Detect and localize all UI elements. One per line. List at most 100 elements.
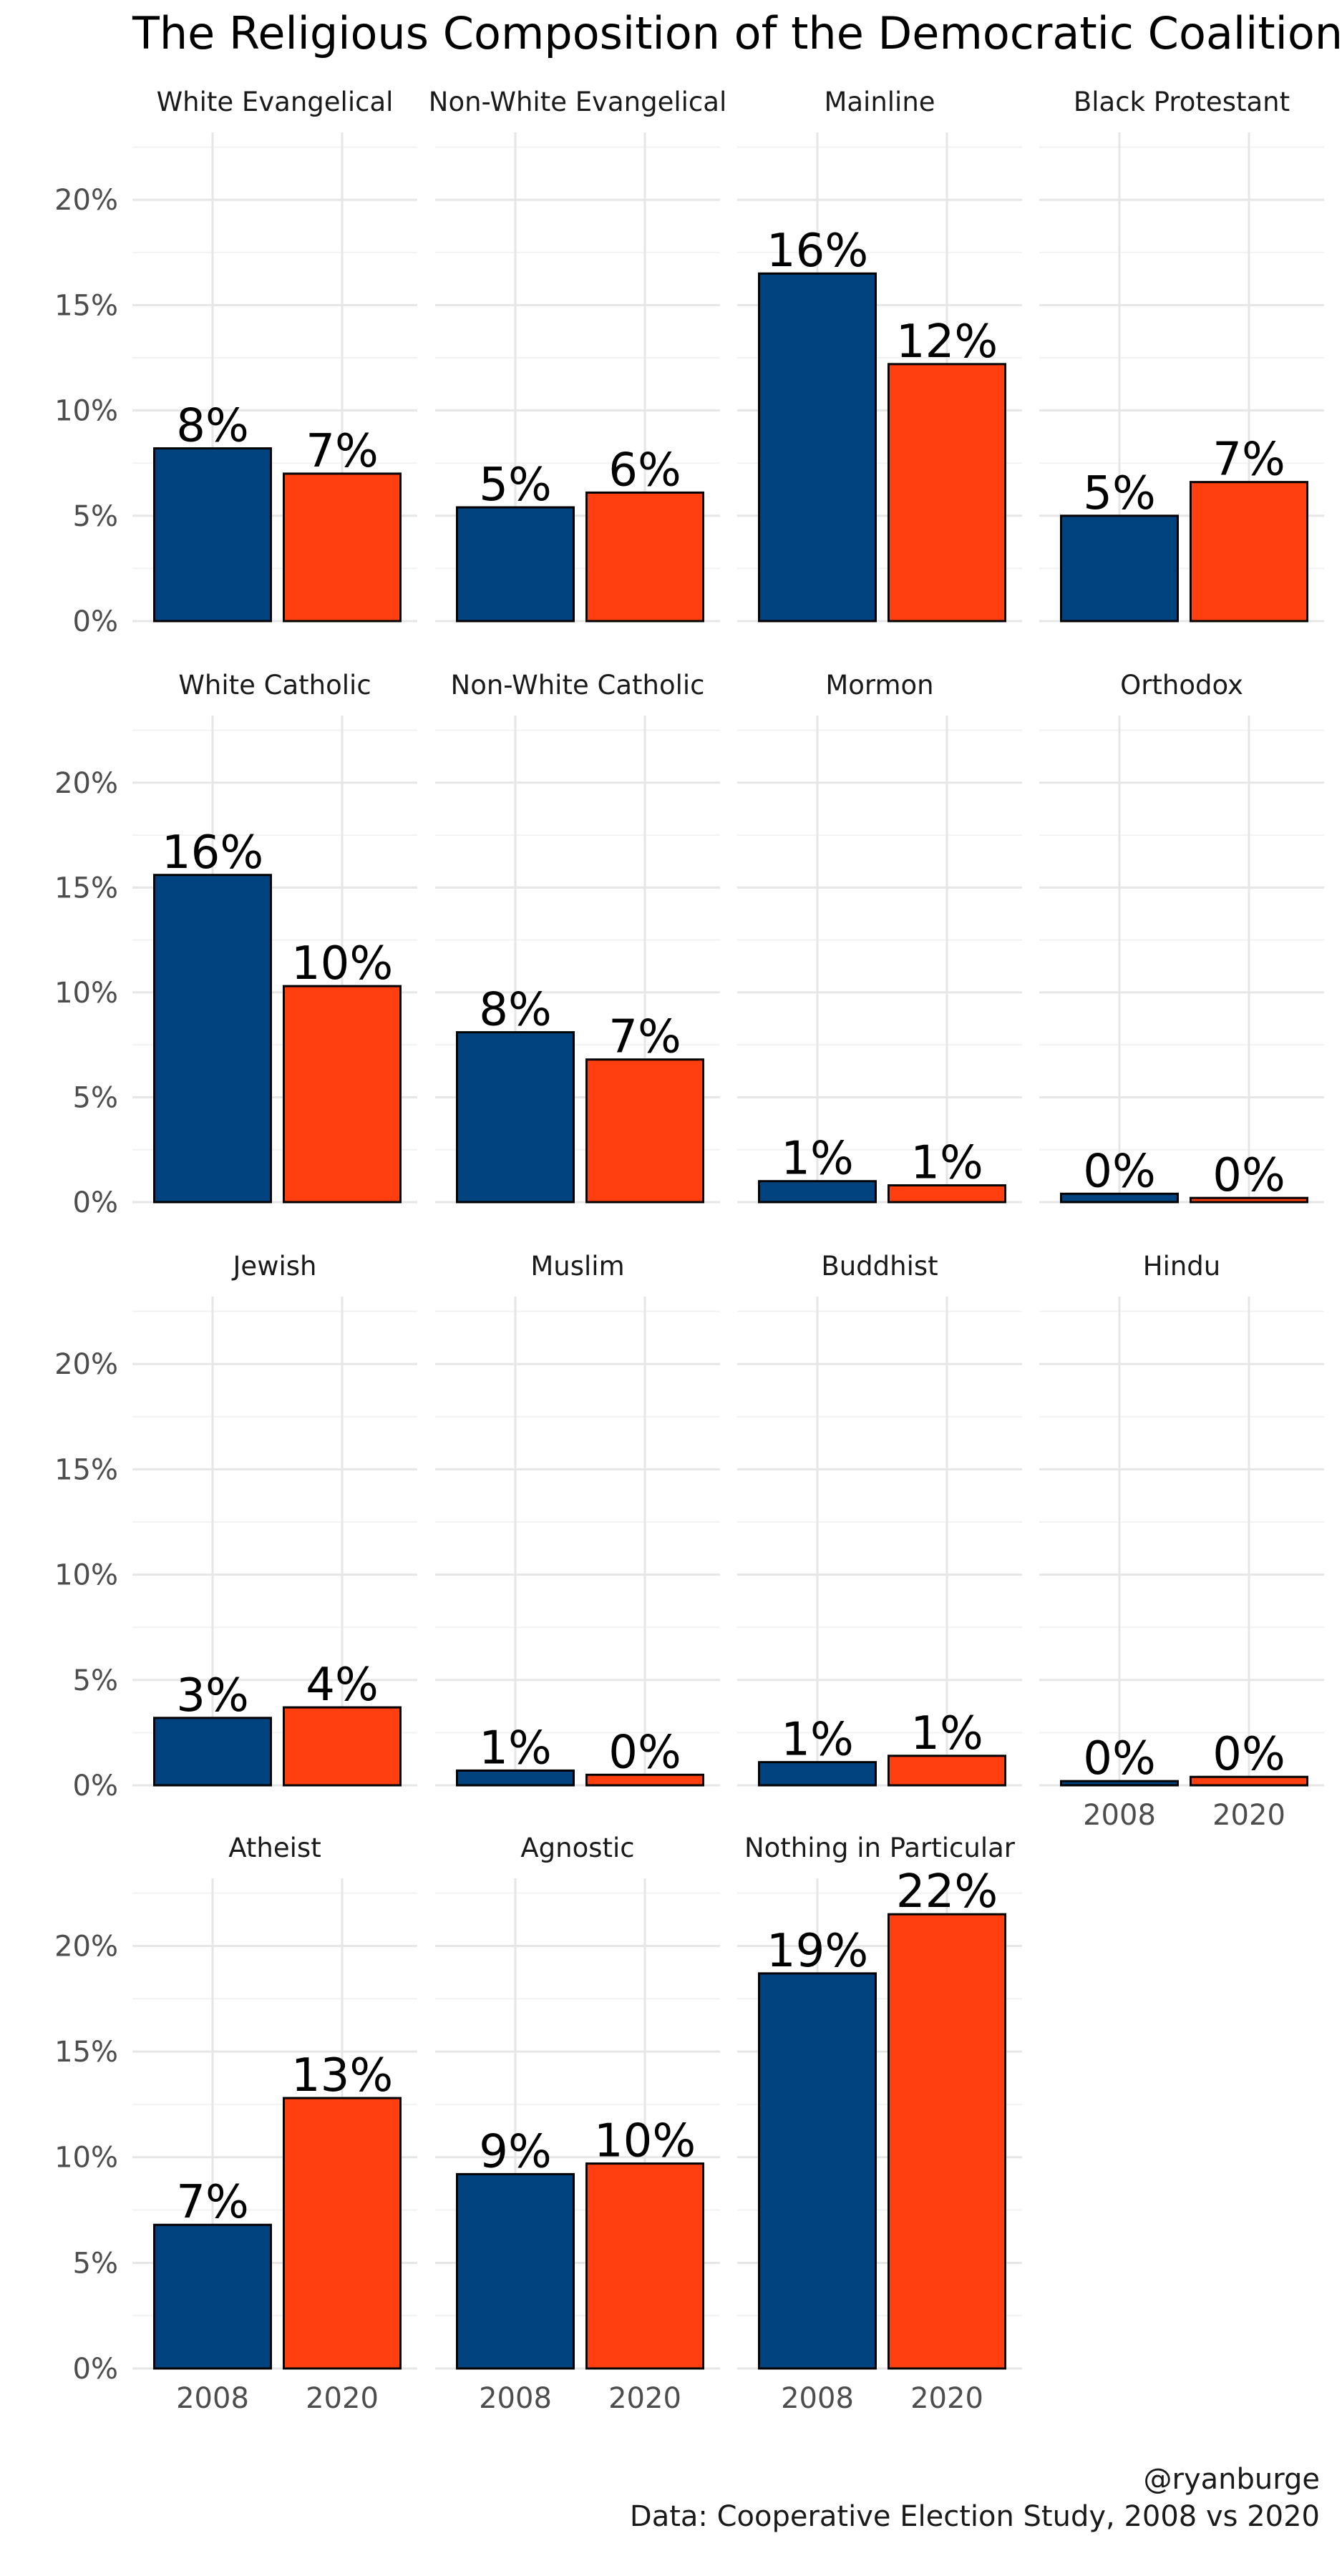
y-tick-label: 10% (54, 977, 118, 1010)
facet-title-hindu: Hindu (1143, 1251, 1221, 1282)
data-label-nothing-in-particular-2020: 22% (896, 1865, 998, 1918)
data-label-hindu-2020: 0% (1212, 1728, 1285, 1781)
y-tick-label: 20% (54, 184, 118, 217)
data-label-agnostic-2020: 10% (594, 2115, 696, 2168)
facet-title-mormon: Mormon (825, 670, 933, 701)
y-tick-label: 0% (73, 605, 118, 638)
panel-grid-mormon (737, 716, 1022, 1204)
y-axis-row-4: 0% 5% 10% 15% 20% (54, 1930, 118, 2386)
bar-mormon-2008 (758, 1180, 877, 1204)
facet-title-nothing-in-particular: Nothing in Particular (744, 1833, 1016, 1863)
data-label-black-protestant-2008: 5% (1083, 467, 1156, 520)
data-label-mainline-2020: 12% (896, 316, 998, 369)
data-label-nothing-in-particular-2008: 19% (767, 1925, 868, 1978)
bar-non-white-evangelical-2020 (585, 491, 704, 623)
y-axis-row-3: 0% 5% 10% 15% 20% (54, 1348, 118, 1802)
bar-hindu-2020 (1190, 1775, 1308, 1787)
data-labels-layer: 8% 7% 5% 6% 16% 12% 5% 7% 16% 10% 8% 7% 1% 1% 0% 0% 3% 4%… (162, 225, 1285, 2229)
y-tick-label: 5% (73, 1081, 118, 1114)
bar-black-protestant-2020 (1190, 481, 1308, 623)
data-label-agnostic-2008: 9% (479, 2125, 552, 2178)
bar-jewish-2020 (283, 1706, 402, 1787)
data-label-non-white-evangelical-2020: 6% (608, 444, 681, 497)
x-tick-label: 2020 (910, 2382, 983, 2415)
facet-title-white-catholic: White Catholic (178, 670, 371, 701)
x-tick-label: 2008 (479, 2382, 552, 2415)
facet-title-orthodox: Orthodox (1120, 670, 1243, 701)
data-label-non-white-evangelical-2008: 5% (479, 459, 552, 512)
data-label-non-white-catholic-2020: 7% (608, 1011, 681, 1064)
x-tick-label: 2020 (608, 2382, 681, 2415)
data-label-white-catholic-2020: 10% (291, 937, 393, 990)
caption-author: @ryanburge (1144, 2463, 1320, 2496)
bar-buddhist-2020 (888, 1755, 1006, 1787)
data-label-white-evangelical-2008: 8% (176, 400, 249, 453)
bar-atheist-2008 (153, 2223, 272, 2370)
bar-muslim-2008 (456, 1769, 575, 1787)
data-label-mainline-2008: 16% (767, 225, 868, 278)
facet-title-mainline: Mainline (824, 87, 935, 117)
facet-title-white-evangelical: White Evangelical (157, 87, 394, 117)
y-tick-label: 0% (73, 1186, 118, 1219)
facet-title-jewish: Jewish (232, 1251, 317, 1282)
data-label-white-catholic-2008: 16% (162, 826, 263, 879)
data-label-muslim-2008: 1% (479, 1722, 552, 1775)
panel-grid-hindu (1039, 1297, 1324, 1787)
facet-title-muslim: Muslim (530, 1251, 624, 1282)
y-tick-label: 15% (54, 2036, 118, 2069)
y-axis-row-2: 0% 5% 10% 15% 20% (54, 767, 118, 1219)
bar-non-white-catholic-2008 (456, 1031, 575, 1204)
y-tick-label: 20% (54, 1348, 118, 1381)
bar-non-white-evangelical-2008 (456, 506, 575, 623)
y-tick-label: 0% (73, 1770, 118, 1802)
y-tick-label: 15% (54, 1453, 118, 1486)
y-axis-layer: 0%5%10%15%20%0%5%10%15%20%0%5%10%15%20%0… (54, 184, 118, 2386)
panel-grid-muslim (435, 1297, 720, 1787)
x-tick-label: 2020 (1212, 1799, 1285, 1832)
facet-title-black-protestant: Black Protestant (1074, 87, 1290, 117)
bar-orthodox-2008 (1060, 1192, 1179, 1204)
bar-white-catholic-2008 (153, 874, 272, 1204)
bar-agnostic-2008 (456, 2172, 575, 2370)
data-label-orthodox-2020: 0% (1212, 1149, 1285, 1202)
facet-title-buddhist: Buddhist (821, 1251, 938, 1282)
y-tick-label: 5% (73, 1664, 118, 1697)
bar-white-evangelical-2020 (283, 472, 402, 623)
data-label-jewish-2020: 4% (306, 1659, 379, 1712)
x-axis-agnostic: 2008 2020 (479, 2382, 681, 2415)
x-tick-label: 2020 (306, 2382, 379, 2415)
bar-non-white-catholic-2020 (585, 1058, 704, 1204)
data-label-white-evangelical-2020: 7% (306, 425, 379, 478)
data-label-buddhist-2020: 1% (910, 1707, 983, 1760)
x-axis-hindu: 2008 2020 (1083, 1799, 1285, 1832)
x-axis-layer: 2008 2020 2008 2020 2008 2020 2008 2020 (176, 1799, 1285, 2415)
y-tick-label: 15% (54, 872, 118, 904)
y-tick-label: 10% (54, 395, 118, 428)
data-label-mormon-2008: 1% (781, 1133, 854, 1186)
bar-atheist-2020 (283, 2097, 402, 2370)
data-label-atheist-2008: 7% (176, 2176, 249, 2229)
bars-layer (153, 272, 1308, 2370)
bar-jewish-2008 (153, 1717, 272, 1787)
panel-grid-atheist (132, 1878, 417, 2370)
data-label-non-white-catholic-2008: 8% (479, 984, 552, 1037)
y-tick-label: 10% (54, 1559, 118, 1592)
data-label-jewish-2008: 3% (176, 1669, 249, 1722)
bar-nothing-in-particular-2020 (888, 1913, 1006, 2370)
chart-title: The Religious Composition of the Democra… (132, 7, 1342, 59)
y-axis-row-1: 0% 5% 10% 15% 20% (54, 184, 118, 638)
facet-strips-layer: White Evangelical Non-White Evangelical Ma… (157, 87, 1290, 1863)
bar-white-evangelical-2008 (153, 447, 272, 623)
data-label-atheist-2020: 13% (291, 2049, 393, 2102)
bar-hindu-2008 (1060, 1780, 1179, 1787)
y-tick-label: 20% (54, 767, 118, 800)
data-label-black-protestant-2020: 7% (1212, 434, 1285, 487)
data-label-orthodox-2008: 0% (1083, 1145, 1156, 1198)
bar-nothing-in-particular-2008 (758, 1972, 877, 2370)
caption-source: Data: Cooperative Election Study, 2008 v… (630, 2500, 1320, 2533)
data-label-buddhist-2008: 1% (781, 1714, 854, 1767)
x-axis-atheist: 2008 2020 (176, 2382, 379, 2415)
data-label-hindu-2008: 0% (1083, 1732, 1156, 1785)
y-tick-label: 5% (73, 500, 118, 533)
